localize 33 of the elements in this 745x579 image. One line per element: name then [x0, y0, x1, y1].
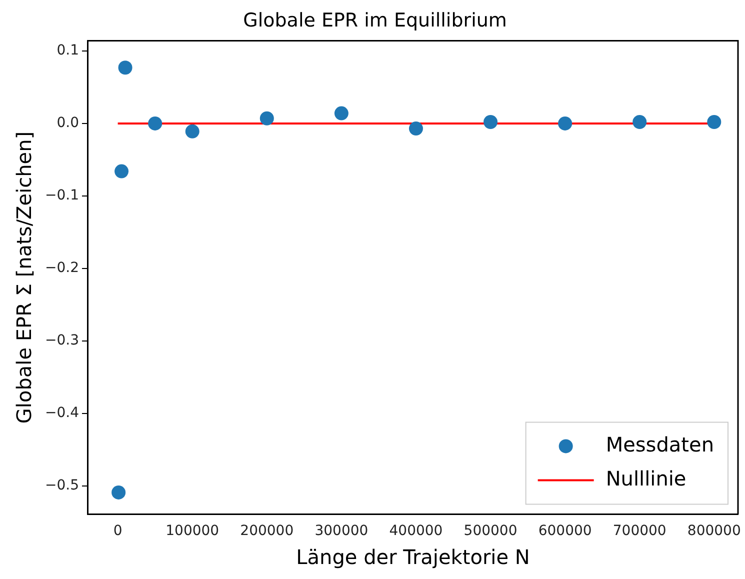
- point: [484, 114, 498, 129]
- point: [112, 485, 126, 500]
- point: [185, 124, 200, 138]
- y-tick-label: −0.3: [44, 332, 79, 349]
- y-tick-label: −0.1: [44, 188, 79, 204]
- legend-label: Nulllinie: [606, 466, 686, 490]
- x-tick-label: 400000: [389, 523, 443, 540]
- x-tick-label: 500000: [464, 523, 518, 540]
- point: [408, 122, 423, 136]
- legend-label: Messdaten: [606, 432, 714, 456]
- chart-title: Globale EPR im Equillibrium: [243, 9, 507, 32]
- point: [260, 111, 274, 126]
- x-tick-label: 600000: [538, 523, 592, 540]
- point: [118, 60, 132, 75]
- x-tick-label: 700000: [612, 523, 666, 540]
- x-tick-label: 100000: [166, 523, 220, 540]
- y-tick-label: −0.5: [44, 478, 79, 494]
- point: [707, 114, 722, 129]
- x-tick-label: 200000: [240, 523, 294, 540]
- y-axis-title: Globale EPR Σ [nats/Zeichen]: [12, 131, 36, 424]
- y-tick-label: −0.2: [44, 260, 79, 276]
- point: [148, 116, 162, 130]
- y-tick-label: 0.1: [56, 42, 79, 59]
- point: [632, 114, 647, 129]
- y-tick-label: 0.0: [56, 115, 79, 132]
- point: [334, 106, 348, 120]
- x-axis-title: Länge der Trajektorie N: [296, 545, 530, 570]
- x-tick-label: 0: [113, 523, 122, 540]
- y-tick-label: −0.4: [44, 405, 80, 422]
- point: [558, 116, 572, 130]
- x-tick-label: 800000: [687, 523, 741, 540]
- point: [114, 164, 129, 178]
- x-tick-label: 300000: [314, 523, 368, 540]
